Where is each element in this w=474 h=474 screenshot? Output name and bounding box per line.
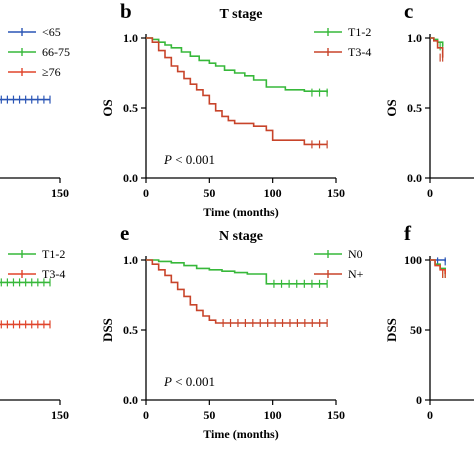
panel-b-y-axis-label: OS bbox=[100, 99, 115, 116]
panel-f-letter: f bbox=[404, 221, 412, 245]
panel-c-y-axis-label: OS bbox=[384, 99, 399, 116]
panel-b-series-0-curve bbox=[146, 37, 328, 93]
panel-d-x-tick-label: 150 bbox=[51, 408, 69, 422]
panel-e-x-tick-label: 0 bbox=[143, 408, 149, 422]
panel-e-x-tick-label: 150 bbox=[327, 408, 345, 422]
panel-e-y-tick-label: 0.0 bbox=[123, 393, 138, 407]
panel-c-y-tick-label: 1.0 bbox=[407, 31, 422, 45]
panel-c-x-tick-label: 0 bbox=[427, 186, 433, 200]
panel-b-legend-label: T1-2 bbox=[348, 25, 371, 39]
panel-a-legend-label: 66-75 bbox=[42, 45, 70, 59]
panel-d-legend-label: T3-4 bbox=[42, 267, 65, 281]
panel-b-y-tick-label: 0.5 bbox=[123, 101, 138, 115]
panel-f-x-tick-label: 0 bbox=[427, 408, 433, 422]
panel-e-p-value: P < 0.001 bbox=[163, 374, 215, 389]
panel-e-x-axis-label: Time (months) bbox=[203, 427, 278, 441]
panel-e-y-tick-label: 0.5 bbox=[123, 323, 138, 337]
panel-e-series-0-curve bbox=[146, 259, 328, 285]
panel-e-legend-label: N+ bbox=[348, 267, 364, 281]
panel-e-x-tick-label: 100 bbox=[264, 408, 282, 422]
panel-c-series-0-curve bbox=[430, 37, 444, 47]
panel-d-legend-label: T1-2 bbox=[42, 247, 65, 261]
panel-b-legend-label: T3-4 bbox=[348, 45, 371, 59]
panel-f-y-tick-label: 100 bbox=[404, 253, 422, 267]
panel-f-y-tick-label: 0 bbox=[416, 393, 422, 407]
panel-b-x-tick-label: 150 bbox=[327, 186, 345, 200]
panel-e-x-tick-label: 50 bbox=[203, 408, 215, 422]
panel-e-y-tick-label: 1.0 bbox=[123, 253, 138, 267]
panel-e-letter: e bbox=[120, 221, 129, 245]
panel-f-y-axis-label: DSS bbox=[384, 318, 399, 342]
panel-e-series-1-curve bbox=[146, 259, 328, 324]
panel-e-title: N stage bbox=[219, 229, 263, 244]
panel-b-y-tick-label: 0.0 bbox=[123, 171, 138, 185]
panel-c-series-1-curve bbox=[430, 37, 444, 58]
panel-b-letter: b bbox=[120, 0, 132, 23]
panel-e-legend-label: N0 bbox=[348, 247, 363, 261]
panel-b-x-axis-label: Time (months) bbox=[203, 205, 278, 219]
panel-a-legend-label: ≥76 bbox=[42, 65, 61, 79]
panel-c-letter: c bbox=[404, 0, 413, 23]
panel-c-y-tick-label: 0.0 bbox=[407, 171, 422, 185]
panel-e-y-axis-label: DSS bbox=[100, 318, 115, 342]
panel-f-y-tick-label: 50 bbox=[410, 323, 422, 337]
panel-b-x-tick-label: 100 bbox=[264, 186, 282, 200]
panel-b-x-tick-label: 50 bbox=[203, 186, 215, 200]
panel-b-p-value: P < 0.001 bbox=[163, 152, 215, 167]
panel-a-x-tick-label: 150 bbox=[51, 186, 69, 200]
panel-b-x-tick-label: 0 bbox=[143, 186, 149, 200]
panel-c-y-tick-label: 0.5 bbox=[407, 101, 422, 115]
panel-b-y-tick-label: 1.0 bbox=[123, 31, 138, 45]
panel-b-series-1-curve bbox=[146, 37, 328, 146]
panel-f-series-2-curve bbox=[430, 259, 446, 274]
panel-a-legend-label: <65 bbox=[42, 25, 61, 39]
panel-b-title: T stage bbox=[220, 7, 263, 22]
